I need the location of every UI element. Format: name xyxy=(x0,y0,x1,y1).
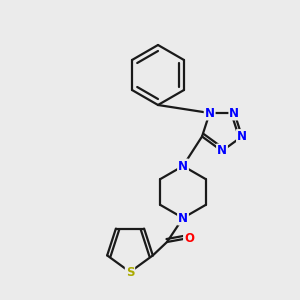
Text: S: S xyxy=(126,266,134,278)
Text: N: N xyxy=(205,106,215,119)
Text: N: N xyxy=(217,145,227,158)
Text: O: O xyxy=(184,232,194,244)
Text: N: N xyxy=(237,130,247,143)
Text: N: N xyxy=(229,106,239,119)
Text: N: N xyxy=(178,212,188,224)
Text: N: N xyxy=(178,160,188,172)
